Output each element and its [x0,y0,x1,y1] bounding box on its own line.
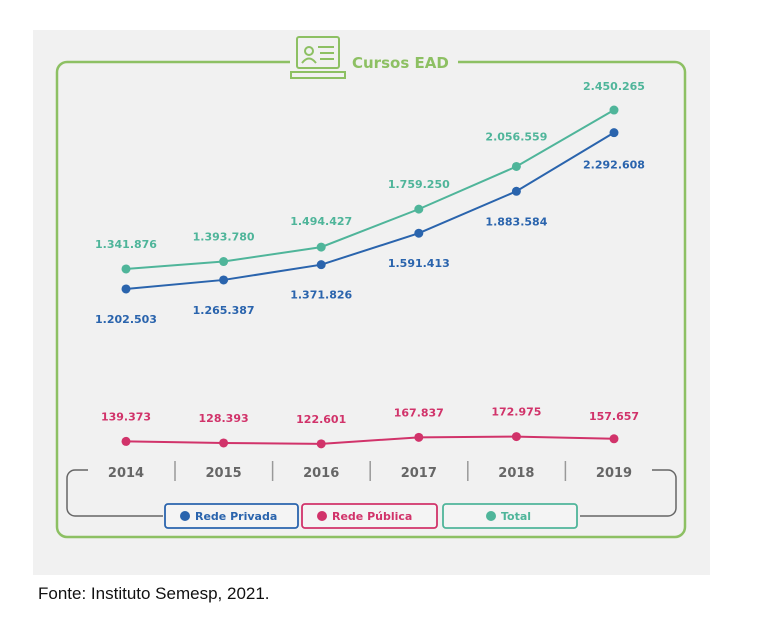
data-label: 122.601 [296,413,346,426]
data-label: 172.975 [491,406,541,419]
data-point [121,284,131,294]
legend-marker [317,511,327,521]
data-label: 157.657 [589,410,639,423]
data-label: 1.591.413 [388,257,450,270]
x-tick-label: 2014 [108,466,144,481]
data-point [414,432,424,442]
data-label: 139.373 [101,410,151,423]
axis-bracket [66,469,677,517]
legend-label: Total [501,510,531,523]
data-label: 2.056.559 [485,130,547,143]
x-tick-label: 2018 [498,466,534,481]
data-label: 1.759.250 [388,178,450,191]
data-label: 1.883.584 [485,215,547,228]
data-point [121,264,131,274]
data-point [316,242,326,252]
legend-label: Rede Privada [195,510,277,523]
data-label: 1.494.427 [290,215,352,228]
data-label: 167.837 [394,406,444,419]
x-tick-label: 2015 [206,466,242,481]
x-tick-label: 2017 [401,466,437,481]
data-point [511,432,521,442]
source-caption: Fonte: Instituto Semesp, 2021. [38,584,270,603]
legend-marker [180,511,190,521]
data-point [609,128,619,138]
data-label: 128.393 [199,412,249,425]
series-line-0 [125,131,615,290]
data-point [414,204,424,214]
data-label: 2.292.608 [583,159,645,172]
data-point [219,257,229,267]
legend-label: Rede Pública [332,510,412,523]
laptop-profile-icon [290,36,346,79]
legend-item: Rede Pública [301,503,438,529]
series-line-2 [125,109,615,270]
data-point [414,228,424,238]
data-point [219,275,229,285]
legend-item: Total [442,503,578,529]
chart-title: Cursos EAD [352,54,449,72]
data-label: 1.371.826 [290,289,352,302]
data-label: 1.265.387 [193,304,255,317]
data-point [219,438,229,448]
data-point [121,436,131,446]
legend-marker [486,511,496,521]
data-point [609,434,619,444]
chart-frame [55,60,687,539]
data-point [316,260,326,270]
series-line-1 [125,435,615,445]
data-label: 1.341.876 [95,238,157,251]
data-point [511,161,521,171]
x-tick-label: 2016 [303,466,339,481]
data-label: 1.202.503 [95,313,157,326]
data-label: 2.450.265 [583,80,645,93]
data-point [511,186,521,196]
x-tick-label: 2019 [596,466,632,481]
legend-item: Rede Privada [164,503,299,529]
data-point [316,439,326,449]
data-label: 1.393.780 [193,231,255,244]
data-point [609,105,619,115]
